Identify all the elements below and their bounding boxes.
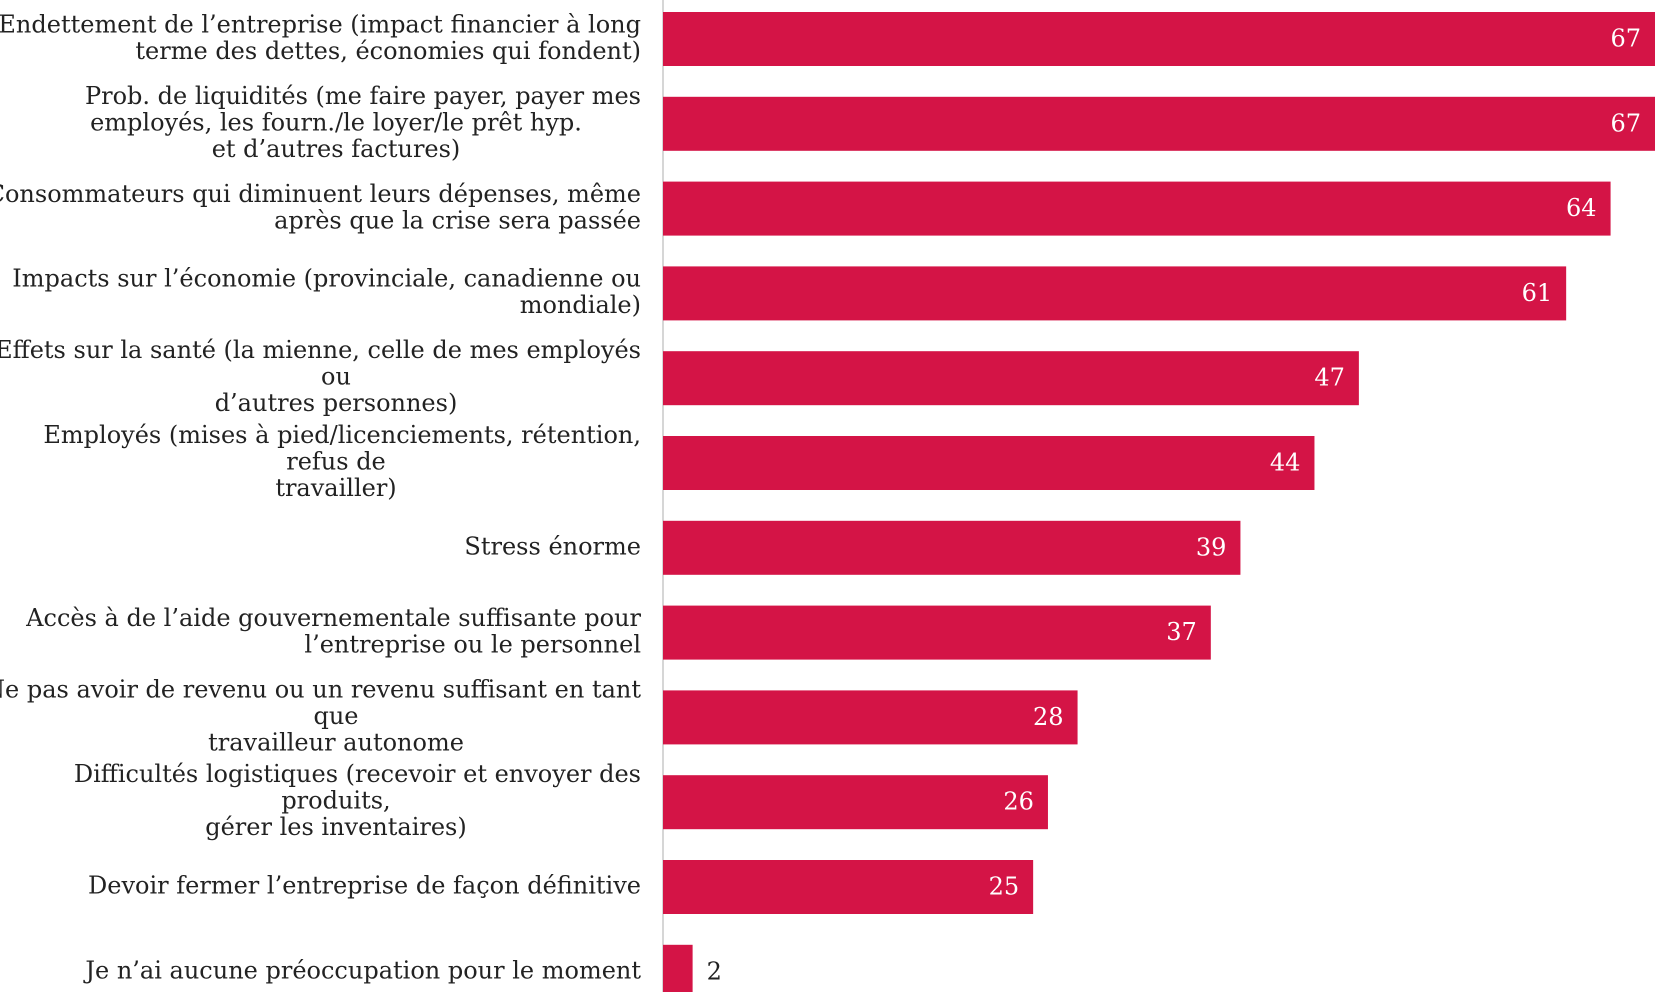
bar-11 <box>663 860 1034 914</box>
bar-1 <box>663 12 1655 66</box>
category-label-11: Devoir fermer l’entreprise de façon défi… <box>88 872 641 900</box>
value-label-1: 67 <box>1610 25 1641 53</box>
category-label-10-line-3: gérer les inventaires) <box>205 813 467 841</box>
bar-8 <box>663 605 1211 660</box>
category-label-8: Accès à de l’aide gouvernementale suffis… <box>25 604 641 659</box>
category-label-5-line-2: ou <box>321 363 351 391</box>
value-label-9: 28 <box>1033 703 1064 731</box>
category-label-6-line-1: Employés (mises à pied/licenciements, ré… <box>43 421 641 449</box>
bar-5 <box>663 351 1359 406</box>
bar-2 <box>663 96 1655 151</box>
category-label-6-line-2: refus de <box>286 448 386 476</box>
bar-9 <box>663 690 1078 745</box>
bar-4 <box>663 266 1567 321</box>
category-label-2-line-3: et d’autres factures) <box>212 135 461 163</box>
bars-group <box>663 12 1655 992</box>
category-label-10-line-2: produits, <box>281 787 390 815</box>
value-label-6: 44 <box>1270 449 1301 477</box>
category-label-8-line-1: Accès à de l’aide gouvernementale suffis… <box>25 604 641 632</box>
category-label-9-line-3: travailleur autonome <box>208 728 464 756</box>
value-label-7: 39 <box>1196 533 1227 561</box>
value-label-8: 37 <box>1166 618 1197 646</box>
value-label-5: 47 <box>1314 364 1345 392</box>
category-label-7: Stress énorme <box>464 532 641 560</box>
value-labels-group: 67 67 64 61 47 44 39 37 28 26 25 2 <box>707 25 1641 986</box>
category-label-9-line-2: que <box>313 702 358 730</box>
category-label-4-line-2: mondiale) <box>520 291 641 319</box>
bar-7 <box>663 520 1241 575</box>
category-label-2: Prob. de liquidités (me faire payer, pay… <box>85 82 641 163</box>
bar-6 <box>663 436 1315 490</box>
category-label-3: Consommateurs qui diminuent leurs dépens… <box>0 180 641 235</box>
category-label-9-line-1: Ne pas avoir de revenu ou un revenu suff… <box>0 675 641 703</box>
bar-10 <box>663 775 1048 830</box>
category-label-3-line-2: après que la crise sera passée <box>274 206 641 234</box>
category-label-1-line-1: Endettement de l’entreprise (impact fina… <box>0 10 641 38</box>
category-label-2-line-1: Prob. de liquidités (me faire payer, pay… <box>85 82 641 110</box>
value-label-11: 25 <box>989 873 1020 901</box>
category-label-10: Difficultés logistiques (recevoir et env… <box>74 760 641 841</box>
category-label-7-line-1: Stress énorme <box>464 532 641 560</box>
value-label-12: 2 <box>707 957 722 985</box>
category-label-1: Endettement de l’entreprise (impact fina… <box>0 10 641 65</box>
category-label-5-line-1: Effets sur la santé (la mienne, celle de… <box>0 336 641 364</box>
category-label-1-line-2: terme des dettes, économies qui fondent) <box>135 37 641 65</box>
category-label-10-line-1: Difficultés logistiques (recevoir et env… <box>74 760 641 788</box>
value-label-2: 67 <box>1610 109 1641 137</box>
category-label-5-line-3: d’autres personnes) <box>215 389 458 417</box>
value-label-10: 26 <box>1003 788 1034 816</box>
category-label-3-line-1: Consommateurs qui diminuent leurs dépens… <box>0 180 641 208</box>
category-label-12: Je n’ai aucune préoccupation pour le mom… <box>82 956 641 984</box>
value-label-3: 64 <box>1566 194 1597 222</box>
category-label-6-line-3: travailler) <box>275 474 396 502</box>
category-label-5: Effets sur la santé (la mienne, celle de… <box>0 336 641 417</box>
bar-3 <box>663 181 1611 236</box>
category-label-2-line-2: employés, les fourn./le loyer/le prêt hy… <box>90 108 582 136</box>
category-label-9: Ne pas avoir de revenu ou un revenu suff… <box>0 675 641 756</box>
category-label-4: Impacts sur l’économie (provinciale, can… <box>12 265 641 320</box>
category-label-6: Employés (mises à pied/licenciements, ré… <box>43 421 641 502</box>
category-label-12-line-1: Je n’ai aucune préoccupation pour le mom… <box>82 956 641 984</box>
category-label-11-line-1: Devoir fermer l’entreprise de façon défi… <box>88 872 641 900</box>
category-label-4-line-1: Impacts sur l’économie (provinciale, can… <box>12 265 641 293</box>
category-labels-group: Endettement de l’entreprise (impact fina… <box>0 10 642 984</box>
category-label-8-line-2: l’entreprise ou le personnel <box>304 630 641 658</box>
value-label-4: 61 <box>1522 279 1553 307</box>
bar-12 <box>663 944 693 992</box>
